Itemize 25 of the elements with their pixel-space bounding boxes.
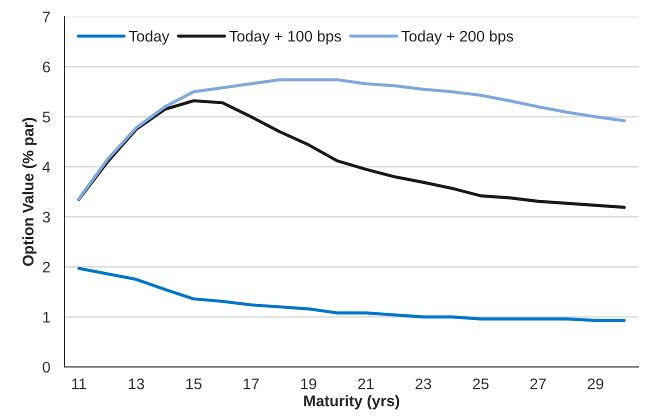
y-tick-label: 6 (42, 62, 50, 72)
legend-label: Today + 100 bps (229, 30, 341, 45)
x-tick-label: 25 (472, 378, 489, 390)
y-tick-label: 3 (42, 212, 50, 223)
x-tick-label: 15 (186, 378, 202, 390)
x-tick-label: 27 (530, 378, 546, 390)
line-series (77, 78, 626, 200)
y-tick-label: 4 (42, 162, 50, 172)
y-tick-label: 7 (42, 12, 50, 22)
y-tick-label: 0 (42, 362, 50, 373)
legend-label: Today + 200 bps (401, 30, 514, 45)
y-tick-label: 1 (43, 312, 50, 322)
x-tick-label: 21 (358, 378, 374, 390)
x-tick-label: 17 (244, 378, 259, 390)
x-axis-title: Maturity (yrs) (304, 395, 400, 410)
y-tick-label: 2 (42, 262, 50, 272)
x-tick-label: 11 (72, 378, 86, 390)
line-series (77, 266, 626, 322)
y-tick-label: 5 (42, 112, 50, 122)
x-tick-label: 23 (416, 378, 432, 390)
x-tick-label: 29 (588, 378, 604, 390)
y-axis-title: Option Value (% par) (22, 118, 37, 266)
x-tick-label: 19 (301, 378, 316, 390)
legend-label: Today (129, 30, 170, 45)
x-tick-label: 13 (128, 378, 144, 390)
